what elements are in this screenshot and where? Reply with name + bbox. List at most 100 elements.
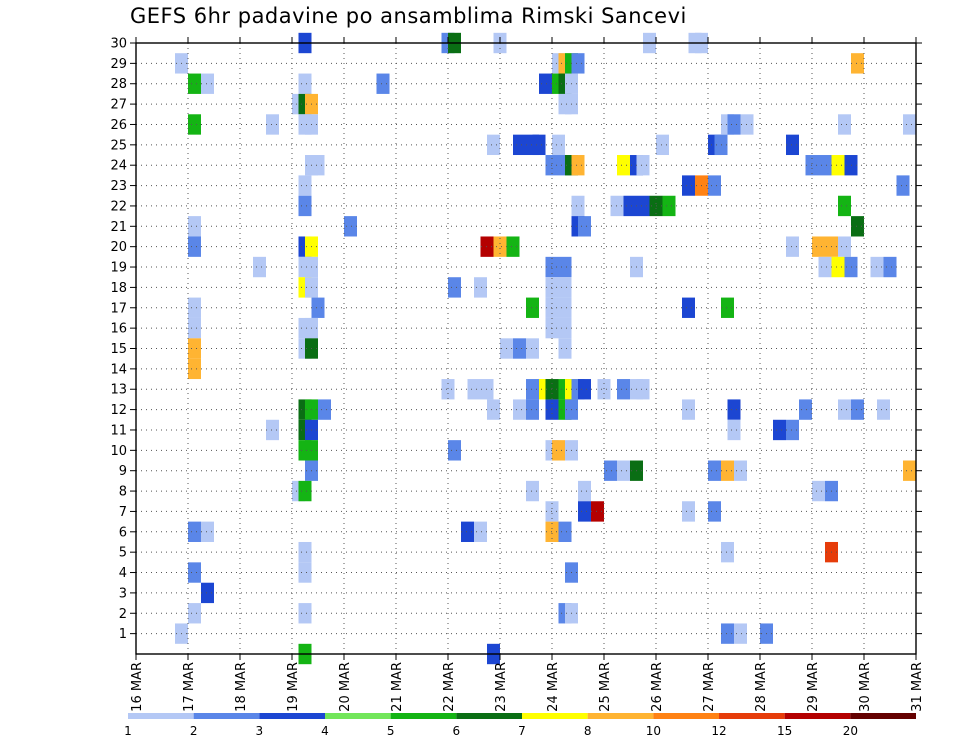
heatmap-cell xyxy=(532,134,546,156)
heatmap-cell xyxy=(571,155,585,176)
heatmap-cell xyxy=(526,297,539,318)
heatmap-cell xyxy=(786,134,799,156)
colorbar-label: 7 xyxy=(518,724,526,738)
heatmap-cell xyxy=(903,114,916,135)
heatmap-cell xyxy=(617,155,630,176)
colorbar-swatch xyxy=(390,713,457,719)
heatmap-cell xyxy=(636,195,650,217)
heatmap-cell xyxy=(682,501,695,522)
colorbar-swatch xyxy=(193,713,260,719)
x-tick-label: 29 MAR xyxy=(806,662,821,712)
x-tick-label: 27 MAR xyxy=(702,662,717,712)
heatmap-cell xyxy=(298,175,312,196)
x-tick-label: 20 MAR xyxy=(338,662,353,712)
heatmap-cell xyxy=(617,460,630,481)
heatmap-cell xyxy=(188,216,201,237)
heatmap-cell xyxy=(558,317,572,339)
y-tick-label: 22 xyxy=(110,199,127,214)
heatmap-cell xyxy=(727,399,741,420)
heatmap-cell xyxy=(831,256,845,278)
y-tick-label: 1 xyxy=(119,627,127,642)
heatmap-cell xyxy=(708,175,721,196)
heatmap-cell xyxy=(311,297,325,318)
x-tick-label: 26 MAR xyxy=(650,662,665,712)
heatmap-cell xyxy=(896,175,910,196)
y-tick-label: 6 xyxy=(119,525,127,540)
heatmap-cell xyxy=(838,114,851,135)
heatmap-cell xyxy=(506,236,520,257)
heatmap-cell xyxy=(721,297,734,318)
heatmap-cell xyxy=(708,501,721,522)
y-tick-label: 13 xyxy=(110,383,127,398)
y-tick-label: 12 xyxy=(110,403,127,418)
heatmap-cell xyxy=(812,236,825,257)
colorbar-swatch xyxy=(587,713,654,719)
heatmap-cell xyxy=(682,175,695,196)
colorbar-swatch xyxy=(522,713,588,719)
heatmap-cell xyxy=(266,114,279,135)
heatmap-cell xyxy=(818,256,832,278)
y-tick-label: 17 xyxy=(110,301,127,316)
heatmap-cell xyxy=(578,379,591,400)
x-tick-label: 22 MAR xyxy=(442,662,457,712)
colorbar-label: 12 xyxy=(711,724,726,738)
y-tick-label: 14 xyxy=(110,362,127,377)
heatmap-cell xyxy=(558,256,572,278)
heatmap-cell xyxy=(721,460,734,481)
heatmap-cell xyxy=(877,399,890,420)
heatmap-cell xyxy=(487,134,500,156)
x-tick-label: 24 MAR xyxy=(546,662,561,712)
heatmap-cell xyxy=(558,297,572,318)
heatmap-cell xyxy=(201,73,214,94)
colorbar-swatch xyxy=(128,713,194,719)
x-tick-label: 25 MAR xyxy=(598,662,613,712)
heatmap-cell xyxy=(188,73,201,94)
x-tick-label: 17 MAR xyxy=(182,662,197,712)
heatmap-cell xyxy=(773,419,786,441)
y-tick-label: 21 xyxy=(110,220,127,235)
x-tick-label: 30 MAR xyxy=(858,662,873,712)
colorbar-label: 1 xyxy=(124,724,132,738)
heatmap-cell xyxy=(552,134,565,156)
heatmap-cell xyxy=(838,195,851,217)
y-tick-label: 5 xyxy=(119,546,127,561)
heatmap-cell xyxy=(448,277,461,298)
heatmap-cell xyxy=(298,541,312,563)
heatmap-cell xyxy=(636,379,650,400)
heatmap-cell xyxy=(539,73,552,94)
y-tick-label: 3 xyxy=(119,586,127,601)
heatmap-cell xyxy=(298,480,312,502)
heatmap-cell xyxy=(734,623,747,644)
y-tick-label: 8 xyxy=(119,485,127,500)
heatmap-cell xyxy=(318,399,331,420)
colorbar-swatch xyxy=(784,713,851,719)
heatmap-cell xyxy=(558,521,572,542)
heatmap-cell xyxy=(682,297,695,318)
heatmap-cell xyxy=(578,480,591,502)
y-tick-label: 24 xyxy=(110,159,127,174)
y-tick-label: 19 xyxy=(110,261,127,276)
heatmap-cell xyxy=(298,562,312,583)
heatmap-cell xyxy=(188,521,201,542)
colorbar-swatch xyxy=(456,713,522,719)
heatmap-cell xyxy=(188,297,201,318)
heatmap-cell xyxy=(513,338,526,359)
heatmap-cell xyxy=(298,603,312,624)
heatmap-cell xyxy=(903,460,916,481)
x-tick-label: 16 MAR xyxy=(130,662,145,712)
heatmap-cell xyxy=(734,460,747,481)
heatmap-cell xyxy=(526,480,539,502)
y-tick-label: 26 xyxy=(110,118,127,133)
heatmap-cell xyxy=(298,73,312,94)
heatmap-cell xyxy=(513,134,526,156)
heatmap-cell xyxy=(727,114,741,135)
heatmap-cell xyxy=(558,277,572,298)
heatmap-cell xyxy=(526,379,539,400)
y-tick-label: 27 xyxy=(110,98,127,113)
heatmap-cell xyxy=(487,399,500,420)
chart-title: GEFS 6hr padavine po ansamblima Rimski S… xyxy=(130,4,687,28)
heatmap-cell xyxy=(662,195,676,217)
y-tick-label: 25 xyxy=(110,138,127,153)
heatmap-cell xyxy=(526,399,539,420)
heatmap-cell xyxy=(513,399,526,420)
